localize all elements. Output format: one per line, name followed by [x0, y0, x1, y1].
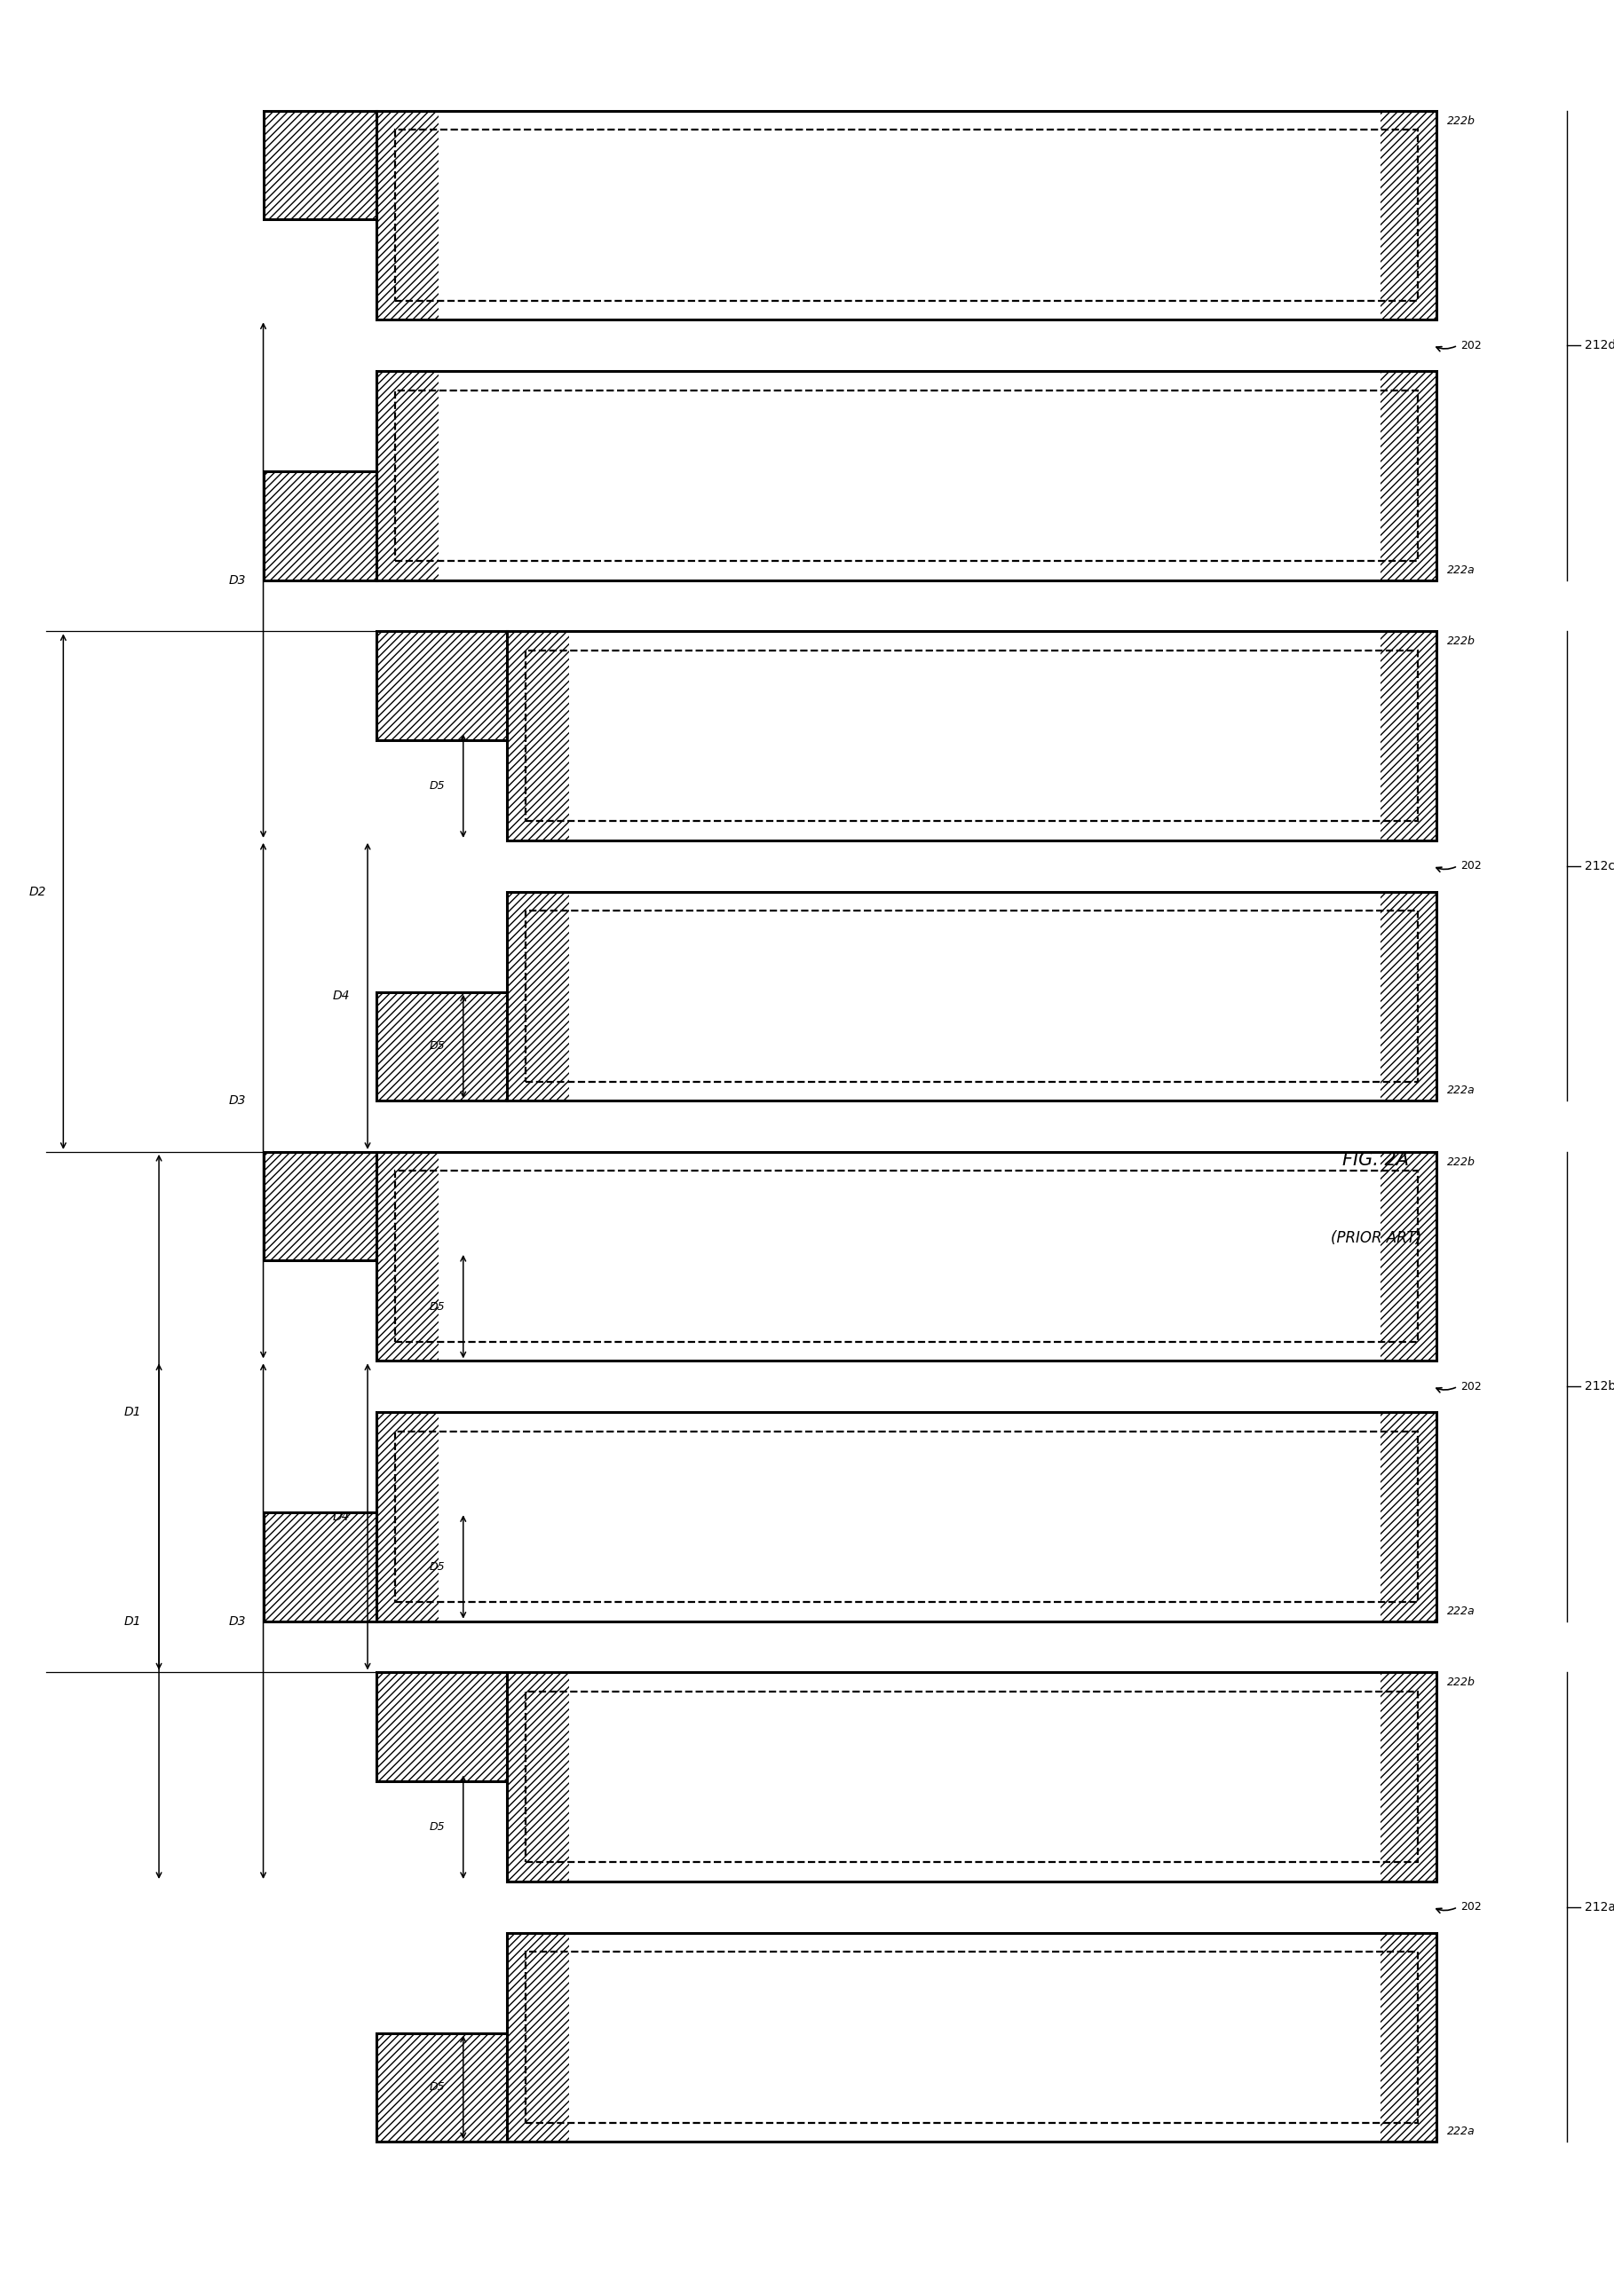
- Bar: [376, 2032, 507, 2142]
- Bar: [507, 1933, 570, 2142]
- Text: D5: D5: [429, 781, 445, 792]
- Bar: [263, 110, 376, 220]
- Text: 212d: 212d: [1585, 340, 1614, 351]
- Text: 222a: 222a: [1448, 2126, 1475, 2138]
- Text: D1: D1: [124, 1405, 142, 1419]
- Bar: [376, 992, 507, 1100]
- Text: 212c: 212c: [1585, 859, 1614, 872]
- Bar: [395, 390, 1417, 560]
- Text: D3: D3: [229, 574, 245, 585]
- Bar: [1380, 1412, 1436, 1621]
- Bar: [507, 891, 1436, 1100]
- Text: FIG. 2A: FIG. 2A: [1343, 1150, 1409, 1169]
- Bar: [507, 891, 570, 1100]
- Bar: [1380, 891, 1436, 1100]
- Bar: [526, 912, 1417, 1081]
- Bar: [376, 1671, 507, 1782]
- Text: D5: D5: [429, 1040, 445, 1052]
- Bar: [376, 631, 507, 739]
- Bar: [526, 1952, 1417, 2122]
- Bar: [395, 1430, 1417, 1603]
- Bar: [395, 131, 1417, 301]
- Bar: [507, 1671, 570, 1880]
- Text: D1: D1: [124, 1614, 142, 1628]
- Text: 202: 202: [1461, 1380, 1482, 1391]
- Bar: [263, 1153, 376, 1261]
- Bar: [1380, 1153, 1436, 1362]
- Bar: [263, 471, 376, 581]
- Text: 222a: 222a: [1448, 565, 1475, 576]
- Bar: [263, 1513, 376, 1621]
- Bar: [507, 631, 1436, 840]
- Text: (PRIOR ART): (PRIOR ART): [1330, 1231, 1422, 1247]
- Bar: [507, 1671, 1436, 1880]
- Bar: [376, 110, 1436, 319]
- Bar: [376, 372, 1436, 581]
- Bar: [376, 2032, 507, 2142]
- Bar: [526, 1692, 1417, 1862]
- Bar: [507, 631, 570, 840]
- Text: D3: D3: [229, 1614, 245, 1628]
- Text: D2: D2: [29, 886, 45, 898]
- Bar: [263, 1513, 376, 1621]
- Bar: [1380, 631, 1436, 840]
- Text: D5: D5: [429, 1561, 445, 1573]
- Bar: [263, 471, 376, 581]
- Text: 202: 202: [1461, 340, 1482, 351]
- Bar: [376, 110, 439, 319]
- Bar: [376, 1412, 1436, 1621]
- Bar: [376, 1153, 1436, 1362]
- Text: 222b: 222b: [1448, 1157, 1475, 1169]
- Bar: [526, 650, 1417, 822]
- Text: D3: D3: [229, 1095, 245, 1107]
- Text: D5: D5: [429, 2082, 445, 2094]
- Text: 222a: 222a: [1448, 1605, 1475, 1616]
- Bar: [1380, 372, 1436, 581]
- Bar: [376, 372, 439, 581]
- Bar: [376, 992, 507, 1100]
- Bar: [376, 1412, 439, 1621]
- Bar: [507, 1933, 1436, 2142]
- Text: 222b: 222b: [1448, 115, 1475, 126]
- Text: 222a: 222a: [1448, 1084, 1475, 1095]
- Bar: [1380, 1933, 1436, 2142]
- Bar: [263, 1153, 376, 1261]
- Text: D4: D4: [332, 1511, 350, 1522]
- Bar: [395, 1171, 1417, 1341]
- Text: 202: 202: [1461, 861, 1482, 872]
- Bar: [376, 1153, 439, 1362]
- Bar: [376, 631, 507, 739]
- Text: 202: 202: [1461, 1901, 1482, 1913]
- Text: 212b: 212b: [1585, 1380, 1614, 1394]
- Bar: [1380, 110, 1436, 319]
- Text: D5: D5: [429, 1821, 445, 1832]
- Bar: [1380, 1671, 1436, 1880]
- Text: 222b: 222b: [1448, 636, 1475, 647]
- Text: 212a: 212a: [1585, 1901, 1614, 1913]
- Bar: [263, 110, 376, 220]
- Text: 222b: 222b: [1448, 1676, 1475, 1688]
- Text: D5: D5: [429, 1302, 445, 1313]
- Text: D4: D4: [332, 990, 350, 1003]
- Bar: [376, 1671, 507, 1782]
